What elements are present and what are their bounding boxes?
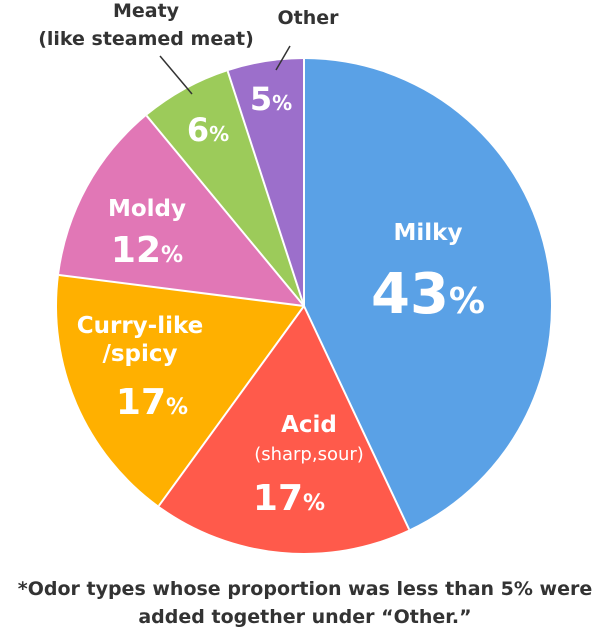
slice-name-acid: Acid (sharp,sour) — [254, 412, 364, 465]
slice-name-other: Other — [277, 7, 339, 29]
slice-curry — [57, 275, 304, 506]
slice-name-meaty: Meaty (like steamed meat) — [38, 0, 254, 50]
footnote-line-1: *Odor types whose proportion was less th… — [17, 578, 593, 600]
slice-value-meaty: 6% — [187, 111, 229, 149]
pie-chart: Milky 43% Acid (sharp,sour) 17% Curry-like/sp… — [38, 0, 551, 553]
leader-line-meaty — [159, 55, 193, 95]
slice-acid — [158, 306, 410, 553]
leader-lines — [159, 45, 291, 95]
slice-value-other: 5% — [250, 80, 292, 118]
slice-name-moldy: Moldy — [108, 196, 186, 222]
pie-slices — [57, 59, 551, 553]
footnote-line-2: added together under “Other.” — [138, 606, 472, 628]
slice-value-moldy: 12% — [111, 230, 183, 271]
slice-separator — [226, 70, 305, 307]
slice-separator — [158, 305, 305, 507]
slice-meaty — [146, 71, 304, 306]
slice-value-acid: 17% — [253, 478, 325, 519]
slice-separator — [58, 274, 305, 307]
slice-milky — [304, 59, 551, 530]
slice-labels: Milky 43% Acid (sharp,sour) 17% Curry-like/sp… — [38, 0, 485, 519]
slice-value-curry: 17% — [116, 382, 188, 423]
slice-name-curry: Curry-like/spicy — [77, 313, 204, 367]
slice-name-milky: Milky — [394, 220, 463, 246]
slice-value-milky: 43% — [371, 262, 485, 327]
slice-separator — [303, 305, 411, 530]
leader-line-other — [275, 45, 291, 71]
slice-separator — [145, 115, 305, 307]
slice-moldy — [58, 115, 305, 307]
